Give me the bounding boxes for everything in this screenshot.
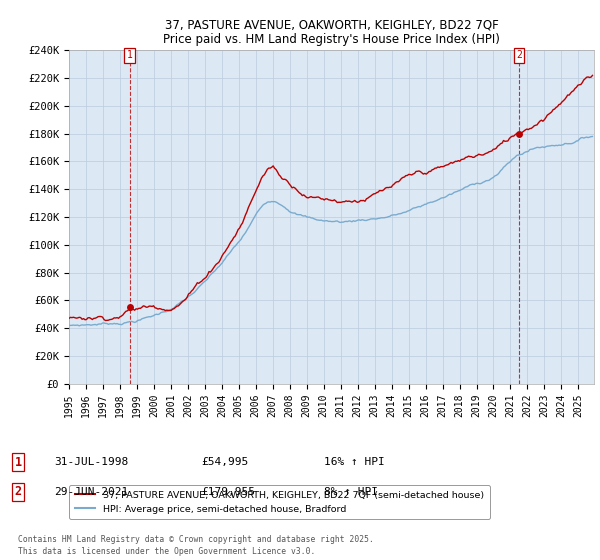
Text: 16% ↑ HPI: 16% ↑ HPI xyxy=(324,457,385,467)
Text: 8% ↑ HPI: 8% ↑ HPI xyxy=(324,487,378,497)
Text: 29-JUN-2021: 29-JUN-2021 xyxy=(54,487,128,497)
Text: Contains HM Land Registry data © Crown copyright and database right 2025.
This d: Contains HM Land Registry data © Crown c… xyxy=(18,535,374,556)
Legend: 37, PASTURE AVENUE, OAKWORTH, KEIGHLEY, BD22 7QF (semi-detached house), HPI: Ave: 37, PASTURE AVENUE, OAKWORTH, KEIGHLEY, … xyxy=(69,485,490,519)
Text: 2: 2 xyxy=(14,485,22,498)
Text: 1: 1 xyxy=(14,455,22,469)
Text: 2: 2 xyxy=(516,50,522,60)
Text: £54,995: £54,995 xyxy=(201,457,248,467)
Title: 37, PASTURE AVENUE, OAKWORTH, KEIGHLEY, BD22 7QF
Price paid vs. HM Land Registry: 37, PASTURE AVENUE, OAKWORTH, KEIGHLEY, … xyxy=(163,18,500,46)
Text: £179,955: £179,955 xyxy=(201,487,255,497)
Text: 31-JUL-1998: 31-JUL-1998 xyxy=(54,457,128,467)
Text: 1: 1 xyxy=(127,50,133,60)
